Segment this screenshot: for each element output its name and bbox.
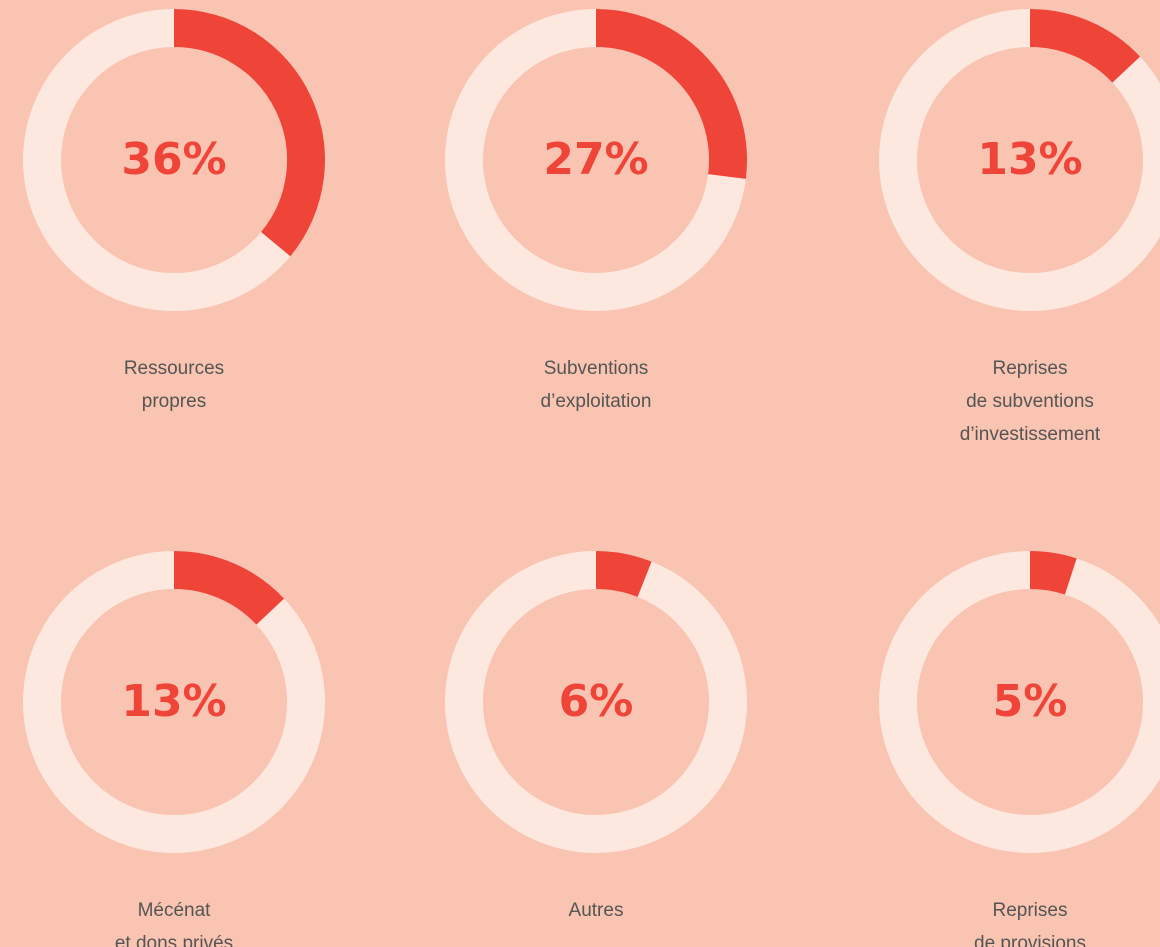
- donut-label: propres: [142, 391, 206, 412]
- donut-label: Autres: [569, 900, 624, 921]
- donut-label: Mécénat: [138, 900, 212, 921]
- donut-arc: [1029, 9, 1141, 84]
- center-value: 6%: [559, 676, 634, 727]
- donut-arc: [1029, 551, 1077, 595]
- donut-label: Subventions: [544, 358, 649, 379]
- donut-label: de subventions: [966, 391, 1094, 412]
- donut-label: et dons privés: [115, 933, 233, 947]
- center-value: 27%: [543, 134, 648, 185]
- donut-label: de provisions: [974, 933, 1086, 947]
- donut-label: Ressources: [124, 358, 224, 379]
- donut-label: d’investissement: [960, 424, 1101, 445]
- center-value: 13%: [977, 134, 1082, 185]
- center-value: 13%: [121, 676, 226, 727]
- donut-arc: [173, 9, 325, 257]
- donut-label: Reprises: [993, 358, 1068, 379]
- donut-arc: [595, 551, 652, 598]
- donut-label: Reprises: [993, 900, 1068, 921]
- donut-arc: [595, 9, 747, 179]
- donut-label: d’exploitation: [541, 391, 652, 412]
- center-value: 5%: [993, 676, 1068, 727]
- center-value: 36%: [121, 134, 226, 185]
- donut-arc: [173, 551, 285, 626]
